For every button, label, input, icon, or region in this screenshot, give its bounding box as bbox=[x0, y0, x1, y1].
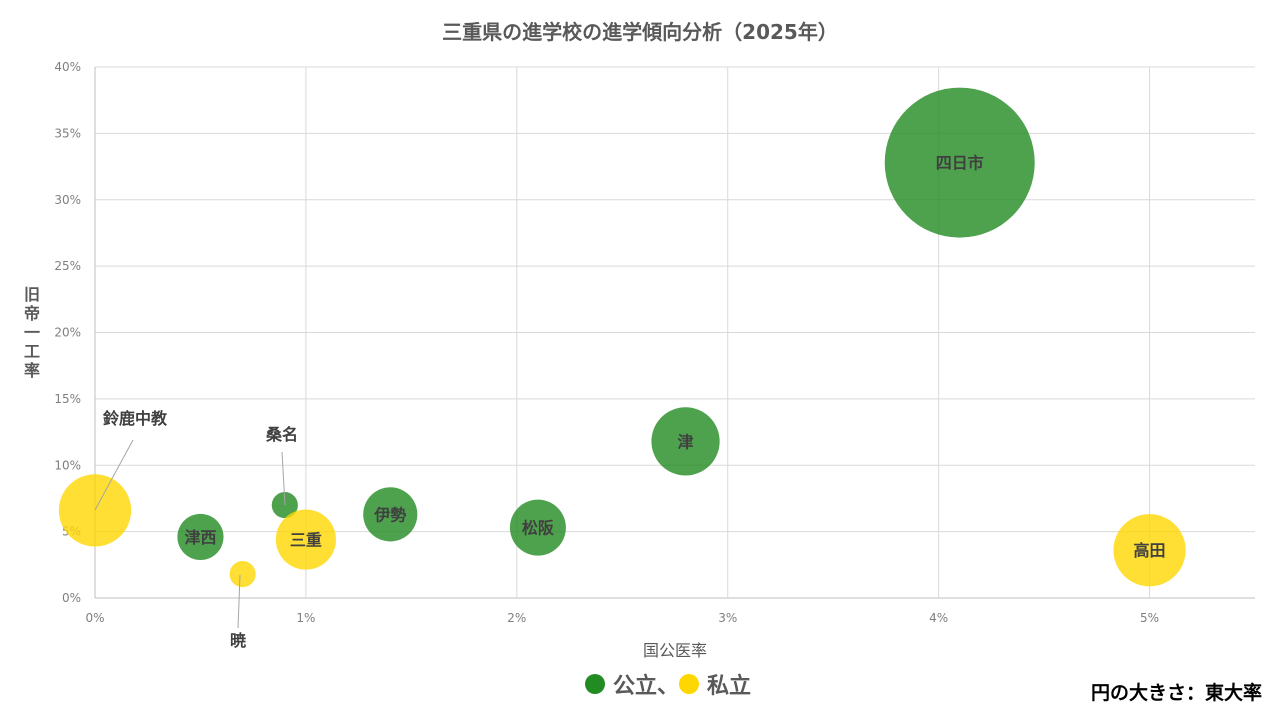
bubble-label: 四日市 bbox=[936, 154, 984, 173]
y-tick-label: 35% bbox=[54, 126, 81, 140]
bubble-label: 松阪 bbox=[522, 519, 555, 538]
y-tick-label: 40% bbox=[54, 60, 81, 74]
x-tick-label: 3% bbox=[718, 611, 737, 625]
x-axis-label: 国公医率 bbox=[642, 641, 707, 660]
bubble-label: 暁 bbox=[230, 631, 246, 650]
y-axis-label: 旧帝一工率 bbox=[23, 285, 40, 380]
bubble-label: 桑名 bbox=[265, 425, 298, 444]
bubble-label: 津西 bbox=[184, 528, 216, 547]
bubble-津 bbox=[651, 407, 720, 476]
bubble-三重 bbox=[275, 509, 336, 570]
y-tick-label: 20% bbox=[54, 326, 81, 340]
bubble-高田 bbox=[1113, 514, 1186, 587]
x-tick-label: 0% bbox=[85, 611, 104, 625]
x-tick-label: 2% bbox=[507, 611, 526, 625]
y-tick-label: 0% bbox=[62, 591, 81, 605]
bubble-暁 bbox=[229, 561, 256, 588]
y-tick-label: 25% bbox=[54, 259, 81, 273]
y-tick-label: 15% bbox=[54, 392, 81, 406]
bubble-label: 高田 bbox=[1134, 541, 1166, 560]
leader-line bbox=[237, 574, 241, 629]
y-tick-label: 10% bbox=[54, 458, 81, 472]
legend-private-label: 私立 bbox=[707, 674, 752, 699]
bubble-label: 津 bbox=[678, 432, 694, 451]
y-tick-label: 30% bbox=[54, 193, 81, 207]
size-note: 円の大きさ：東大率 bbox=[1090, 682, 1262, 704]
bubble-label: 三重 bbox=[290, 531, 322, 550]
bubble-label: 鈴鹿中教 bbox=[103, 409, 168, 428]
bubble-桑名 bbox=[271, 492, 298, 519]
bubble-鈴鹿中教 bbox=[58, 474, 132, 547]
bubble-label: 伊勢 bbox=[373, 505, 406, 524]
legend-private-marker bbox=[679, 674, 700, 694]
bubble-四日市 bbox=[884, 87, 1035, 238]
leader-line bbox=[94, 439, 134, 511]
x-tick-label: 4% bbox=[929, 611, 948, 625]
bubble-松阪 bbox=[509, 499, 566, 556]
leader-line bbox=[281, 451, 286, 506]
chart-title: 三重県の進学校の進学傾向分析（2025年） bbox=[442, 20, 838, 44]
bubble-伊勢 bbox=[363, 487, 418, 542]
x-tick-label: 1% bbox=[296, 611, 315, 625]
x-tick-label: 5% bbox=[1140, 611, 1159, 625]
bubble-津西 bbox=[177, 513, 224, 561]
legend-public-marker bbox=[585, 674, 605, 694]
legend-public-label: 公立、 bbox=[613, 674, 680, 699]
legend: 公立、 私立 bbox=[585, 668, 751, 700]
